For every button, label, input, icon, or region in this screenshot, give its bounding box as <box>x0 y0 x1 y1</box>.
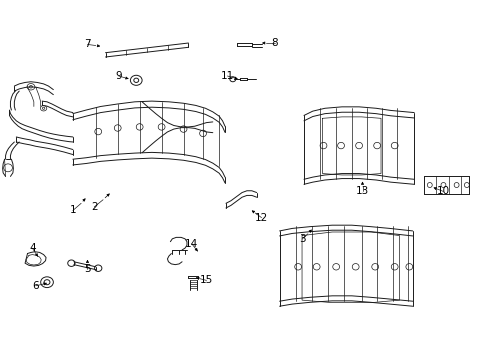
Text: 8: 8 <box>271 38 278 48</box>
Text: 13: 13 <box>355 186 368 197</box>
Text: 15: 15 <box>200 275 213 285</box>
Text: 14: 14 <box>185 239 198 249</box>
Text: 3: 3 <box>298 234 305 244</box>
Text: 12: 12 <box>254 213 267 222</box>
Text: 5: 5 <box>84 264 91 274</box>
Text: 10: 10 <box>436 186 449 197</box>
Text: 2: 2 <box>91 202 98 212</box>
Text: 11: 11 <box>221 71 234 81</box>
Text: 6: 6 <box>32 281 39 291</box>
Text: 4: 4 <box>29 243 36 253</box>
Text: 7: 7 <box>84 40 91 49</box>
Text: 1: 1 <box>69 206 76 216</box>
Text: 9: 9 <box>115 71 122 81</box>
